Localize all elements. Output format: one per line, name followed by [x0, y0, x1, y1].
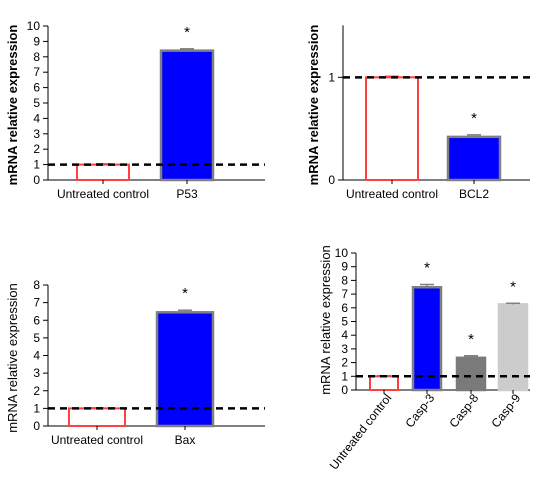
y-tick-label-p53: 10 [27, 19, 41, 33]
y-tick-label-casp: 7 [341, 287, 348, 301]
y-tick-label-casp: 9 [341, 260, 348, 274]
category-label-casp-0: Untreated control [327, 391, 395, 472]
y-tick-label-casp: 10 [335, 246, 349, 260]
y-axis-label-bax: mRNA relative expression [5, 283, 20, 433]
bar-casp-2 [455, 356, 487, 392]
category-label-p53-1: P53 [176, 187, 198, 201]
bar-casp-0 [369, 375, 399, 391]
significance-p53-1: * [184, 24, 190, 41]
y-tick-label-p53: 8 [33, 50, 40, 64]
y-tick-label-casp: 1 [341, 369, 348, 383]
y-tick-label-p53: 4 [33, 111, 40, 125]
significance-bax-1: * [182, 285, 188, 302]
y-tick-label-p53: 6 [33, 81, 40, 95]
y-tick-label-p53: 7 [33, 65, 40, 79]
bar-bcl2-0 [365, 76, 419, 181]
y-axis-label-p53: mRNA relative expression [5, 25, 20, 186]
y-tick-label-casp: 6 [341, 301, 348, 315]
y-tick-label-bax: 3 [33, 366, 40, 380]
y-tick-label-p53: 2 [33, 142, 40, 156]
y-tick-label-bax: 8 [33, 278, 40, 292]
category-label-p53-0: Untreated control [57, 187, 149, 201]
y-axis-label-casp: mRNA relative expression [318, 245, 333, 395]
y-tick-label-p53: 5 [33, 96, 40, 110]
y-tick-label-bax: 5 [33, 331, 40, 345]
y-tick-label-bax: 6 [33, 313, 40, 327]
category-label-bax-1: Bax [175, 433, 196, 447]
y-tick-label-casp: 2 [341, 356, 348, 370]
significance-bcl2-1: * [471, 110, 477, 127]
bar-bcl2-1 [446, 135, 502, 182]
y-tick-label-bax: 0 [33, 419, 40, 433]
y-tick-label-p53: 1 [33, 158, 40, 172]
y-tick-label-p53: 9 [33, 34, 40, 48]
y-tick-label-casp: 3 [341, 342, 348, 356]
y-axis-label-bcl2: mRNA relative expression [306, 25, 321, 186]
bar-bax-1 [155, 311, 215, 428]
y-tick-label-casp: 8 [341, 273, 348, 287]
y-tick-label-bax: 2 [33, 384, 40, 398]
category-label-casp-1: Casp-3 [403, 391, 438, 430]
significance-casp-2: * [468, 331, 474, 348]
category-label-bax-0: Untreated control [51, 433, 143, 447]
y-tick-label-bcl2: 1 [328, 70, 335, 84]
bar-casp-1 [411, 286, 443, 392]
bar-p53-1 [159, 49, 215, 182]
category-label-bcl2-0: Untreated control [346, 187, 438, 201]
category-label-casp-3: Casp-9 [489, 391, 524, 430]
y-tick-label-casp: 4 [341, 328, 348, 342]
bar-bax-0 [68, 407, 126, 427]
y-tick-label-casp: 0 [341, 383, 348, 397]
category-label-casp-2: Casp-8 [447, 391, 482, 430]
y-tick-label-p53: 0 [33, 173, 40, 187]
y-tick-label-bax: 1 [33, 401, 40, 415]
y-tick-label-p53: 3 [33, 127, 40, 141]
y-tick-label-bcl2: 0 [328, 173, 335, 187]
y-tick-label-bax: 7 [33, 296, 40, 310]
y-tick-label-casp: 5 [341, 315, 348, 329]
category-label-bcl2-1: BCL2 [459, 187, 489, 201]
significance-casp-1: * [424, 260, 430, 277]
y-tick-label-bax: 4 [33, 349, 40, 363]
bar-p53-0 [76, 163, 130, 182]
significance-casp-3: * [510, 278, 516, 295]
